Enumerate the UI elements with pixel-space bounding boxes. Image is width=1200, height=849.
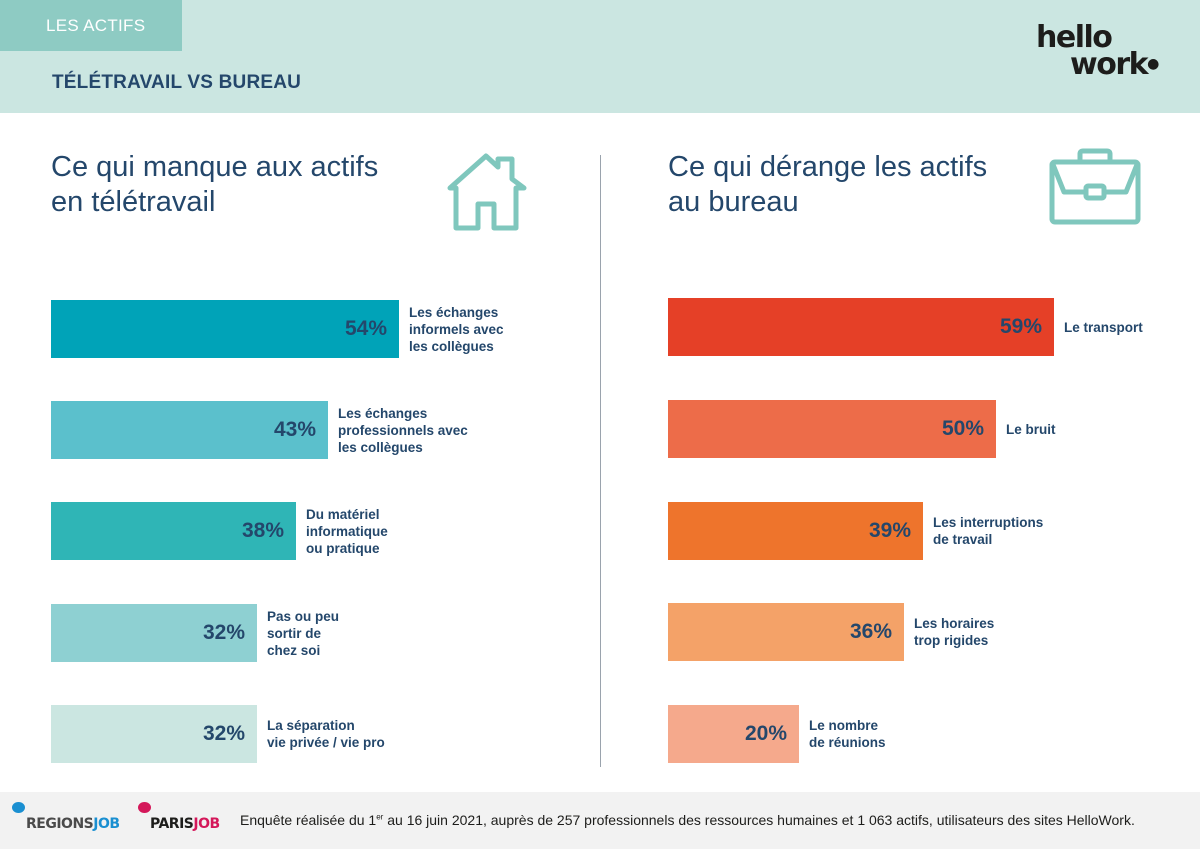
right-panel-title-line-2: au bureau bbox=[668, 186, 799, 218]
bureau-bar-2: 50% bbox=[668, 400, 996, 458]
speech-bubble-icon bbox=[138, 802, 151, 813]
bureau-bar-label-2: Le bruit bbox=[1006, 421, 1056, 437]
hellowork-logo: hello work● bbox=[1036, 23, 1176, 84]
section-tag-label: LES ACTIFS bbox=[46, 15, 146, 35]
teletravail-bar-value-3: 38% bbox=[241, 519, 284, 542]
right-panel-title: Ce qui dérange les actifs au bureau bbox=[668, 150, 987, 220]
bureau-bar-value-1: 59% bbox=[999, 315, 1042, 338]
page-title: TÉLÉTRAVAIL VS BUREAU bbox=[52, 72, 302, 93]
footer: REGIONSJOB PARISJOB Enquête réalisée du … bbox=[0, 792, 1200, 849]
teletravail-bar-5: 32% bbox=[51, 705, 257, 763]
left-panel-title-line-2: en télétravail bbox=[51, 186, 216, 218]
bureau-bar-4: 36% bbox=[668, 603, 904, 661]
regionsjob-wordmark: REGIONSJOB bbox=[26, 816, 120, 832]
footnote-text-end: au 16 juin 2021, auprès de 257 professio… bbox=[383, 812, 1135, 828]
bureau-bar-3: 39% bbox=[668, 502, 923, 560]
teletravail-bar-2: 43% bbox=[51, 401, 328, 459]
footnote-text-start: Enquête réalisée du 1 bbox=[240, 812, 377, 828]
bureau-bar-value-4: 36% bbox=[849, 620, 892, 643]
left-panel-title-line-1: Ce qui manque aux actifs bbox=[51, 151, 379, 183]
logo-line-2-text: work bbox=[1070, 47, 1149, 82]
bureau-bar-value-5: 20% bbox=[744, 722, 787, 745]
survey-footnote: Enquête réalisée du 1er au 16 juin 2021,… bbox=[240, 812, 1135, 828]
bureau-bar-label-3: Les interruptions de travail bbox=[933, 515, 1044, 547]
teletravail-bar-label-3: Du matériel informatique ou pratique bbox=[306, 506, 388, 556]
teletravail-bar-value-5: 32% bbox=[202, 722, 245, 745]
bureau-bar-1: 59% bbox=[668, 298, 1054, 356]
bureau-bar-label-5: Le nombre de réunions bbox=[809, 718, 886, 750]
left-panel-title: Ce qui manque aux actifs en télétravail bbox=[51, 150, 378, 220]
speech-bubble-icon bbox=[12, 802, 25, 813]
regionsjob-logo: REGIONSJOB bbox=[12, 802, 132, 832]
teletravail-bar-label-5: La séparation vie privée / vie pro bbox=[267, 718, 385, 750]
regionsjob-part-1: REGIONS bbox=[26, 816, 94, 832]
bureau-bar-value-2: 50% bbox=[941, 417, 984, 440]
bureau-bar-value-3: 39% bbox=[868, 519, 911, 542]
teletravail-bar-3: 38% bbox=[51, 502, 296, 560]
parisjob-wordmark: PARISJOB bbox=[150, 816, 220, 832]
teletravail-bar-value-4: 32% bbox=[202, 621, 245, 644]
logo-dot: ● bbox=[1147, 56, 1159, 72]
briefcase-icon bbox=[1049, 148, 1141, 225]
logo-line-2: work● bbox=[1036, 50, 1176, 80]
bureau-bar-label-4: Les horaires trop rigides bbox=[914, 616, 995, 648]
header-band: LES ACTIFS TÉLÉTRAVAIL VS BUREAU hello w… bbox=[0, 0, 1200, 113]
parisjob-part-1: PARIS bbox=[150, 816, 194, 832]
teletravail-bar-4: 32% bbox=[51, 604, 257, 662]
teletravail-bar-label-2: Les échanges professionnels avec les col… bbox=[338, 405, 468, 455]
parisjob-logo: PARISJOB bbox=[138, 802, 233, 832]
parisjob-part-2: JOB bbox=[193, 816, 220, 832]
panel-divider bbox=[600, 155, 601, 767]
right-panel-title-line-1: Ce qui dérange les actifs bbox=[668, 151, 988, 183]
house-icon bbox=[447, 153, 527, 231]
teletravail-bar-value-1: 54% bbox=[344, 317, 387, 340]
teletravail-bar-label-1: Les échanges informels avec les collègue… bbox=[409, 304, 504, 354]
bureau-bar-label-1: Le transport bbox=[1064, 319, 1143, 335]
bureau-bar-5: 20% bbox=[668, 705, 799, 763]
teletravail-bar-value-2: 43% bbox=[273, 418, 316, 441]
teletravail-bar-1: 54% bbox=[51, 300, 399, 358]
footnote-superscript: er bbox=[376, 812, 384, 822]
logo-line-1: hello bbox=[1036, 20, 1113, 55]
teletravail-bar-label-4: Pas ou peu sortir de chez soi bbox=[267, 608, 340, 658]
regionsjob-part-2: JOB bbox=[93, 816, 120, 832]
section-tag: LES ACTIFS bbox=[0, 0, 182, 51]
